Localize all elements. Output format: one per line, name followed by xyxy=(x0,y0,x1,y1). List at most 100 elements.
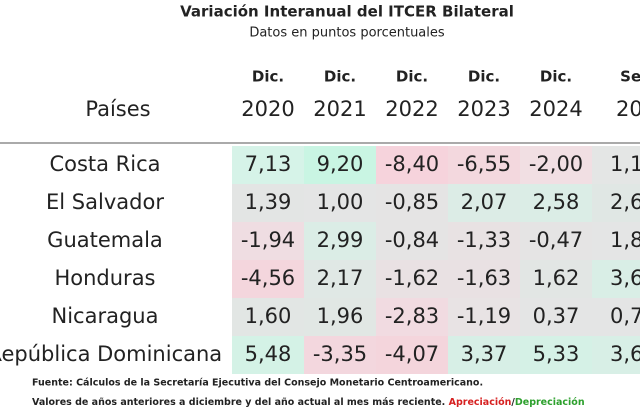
cell-value: 0,7 xyxy=(610,304,640,328)
cell-value: -8,40 xyxy=(385,152,439,176)
cell-bg xyxy=(592,222,640,260)
cell-value: 1,96 xyxy=(317,304,364,328)
cell-bg xyxy=(592,336,640,374)
cell-bg xyxy=(448,184,520,222)
cell-value: -4,07 xyxy=(385,342,439,366)
cell-value: 2,17 xyxy=(317,266,364,290)
country: Honduras xyxy=(54,266,155,290)
cell-bg xyxy=(304,146,376,184)
cell-value: 5,48 xyxy=(245,342,292,366)
cell-bg xyxy=(232,298,304,336)
column-year: 2020 xyxy=(241,97,294,121)
cell-bg xyxy=(376,336,448,374)
cell-value: -0,84 xyxy=(385,228,439,252)
note-line: Valores de años anteriores a diciembre y… xyxy=(32,397,585,408)
country: Nicaragua xyxy=(52,304,159,328)
cell-value: 2,6 xyxy=(610,190,640,214)
legend-appreciation: Apreciación xyxy=(449,397,512,408)
cell-value: 1,39 xyxy=(245,190,292,214)
cell-bg xyxy=(520,260,592,298)
cell-bg xyxy=(592,298,640,336)
country: Guatemala xyxy=(47,228,163,252)
legend-separator: / xyxy=(511,397,515,408)
cell-bg xyxy=(520,298,592,336)
cell-value: 2,99 xyxy=(317,228,364,252)
cell-bg xyxy=(520,184,592,222)
cell-bg xyxy=(376,184,448,222)
cell-bg xyxy=(448,260,520,298)
title: Variación Interanual del ITCER Bilateral xyxy=(180,3,514,21)
legend-depreciation: Depreciación xyxy=(515,397,585,408)
cell-value: -0,85 xyxy=(385,190,439,214)
note: Valores de años anteriores a diciembre y… xyxy=(32,397,445,408)
cell-bg xyxy=(592,146,640,184)
cell-value: -0,47 xyxy=(529,228,583,252)
country: Costa Rica xyxy=(49,152,160,176)
cell-value: 9,20 xyxy=(317,152,364,176)
cell-bg xyxy=(304,184,376,222)
cell-bg xyxy=(448,336,520,374)
column-year: 2024 xyxy=(529,97,582,121)
cell-value: -1,94 xyxy=(241,228,295,252)
cell-value: 1,00 xyxy=(317,190,364,214)
column-month: Dic. xyxy=(324,68,356,86)
cell-bg xyxy=(520,336,592,374)
cell-bg xyxy=(304,336,376,374)
cell-bg xyxy=(232,184,304,222)
subtitle: Datos en puntos porcentuales xyxy=(249,26,445,41)
cell-bg xyxy=(376,222,448,260)
column-year: 2022 xyxy=(385,97,438,121)
column-month: Dic. xyxy=(468,68,500,86)
cell-bg xyxy=(520,222,592,260)
cell-bg xyxy=(304,298,376,336)
cell-value: 3,6 xyxy=(610,342,640,366)
cell-bg xyxy=(232,336,304,374)
column-year: 202 xyxy=(616,97,640,121)
cell-value: -1,62 xyxy=(385,266,439,290)
cell-value: 2,07 xyxy=(461,190,508,214)
column-month: Dic. xyxy=(252,68,284,86)
cell-value: -2,83 xyxy=(385,304,439,328)
cell-value: 1,60 xyxy=(245,304,292,328)
cell-bg xyxy=(448,298,520,336)
country: República Dominicana xyxy=(0,342,222,366)
source: Fuente: Cálculos de la Secretaría Ejecut… xyxy=(32,378,483,389)
cell-value: 1,62 xyxy=(533,266,580,290)
cell-value: -3,35 xyxy=(313,342,367,366)
cell-value: 1,8 xyxy=(610,228,640,252)
country: El Salvador xyxy=(46,190,164,214)
cell-value: -1,33 xyxy=(457,228,511,252)
cell-value: 3,37 xyxy=(461,342,508,366)
cell-value: 3,6 xyxy=(610,266,640,290)
cell-value: 0,37 xyxy=(533,304,580,328)
cell-bg xyxy=(376,260,448,298)
cell-bg xyxy=(304,222,376,260)
cell-bg xyxy=(448,222,520,260)
cell-bg xyxy=(592,260,640,298)
column-year: 2021 xyxy=(313,97,366,121)
cell-bg xyxy=(376,146,448,184)
cell-value: -1,63 xyxy=(457,266,511,290)
cell-bg xyxy=(592,184,640,222)
cell-value: -1,19 xyxy=(457,304,511,328)
cell-value: 1,1 xyxy=(610,152,640,176)
cell-value: -4,56 xyxy=(241,266,295,290)
corner-header: Países xyxy=(85,97,150,121)
cell-bg xyxy=(232,260,304,298)
cell-bg xyxy=(304,260,376,298)
cell-value: 7,13 xyxy=(245,152,292,176)
cell-bg xyxy=(520,146,592,184)
cell-value: 2,58 xyxy=(533,190,580,214)
column-month: Dic. xyxy=(396,68,428,86)
cell-bg xyxy=(376,298,448,336)
cell-bg xyxy=(232,222,304,260)
column-year: 2023 xyxy=(457,97,510,121)
column-month: Dic. xyxy=(540,68,572,86)
column-month: Sep xyxy=(620,68,640,86)
cell-bg xyxy=(232,146,304,184)
cell-bg xyxy=(448,146,520,184)
cell-value: 5,33 xyxy=(533,342,580,366)
cell-value: -2,00 xyxy=(529,152,583,176)
cell-value: -6,55 xyxy=(457,152,511,176)
